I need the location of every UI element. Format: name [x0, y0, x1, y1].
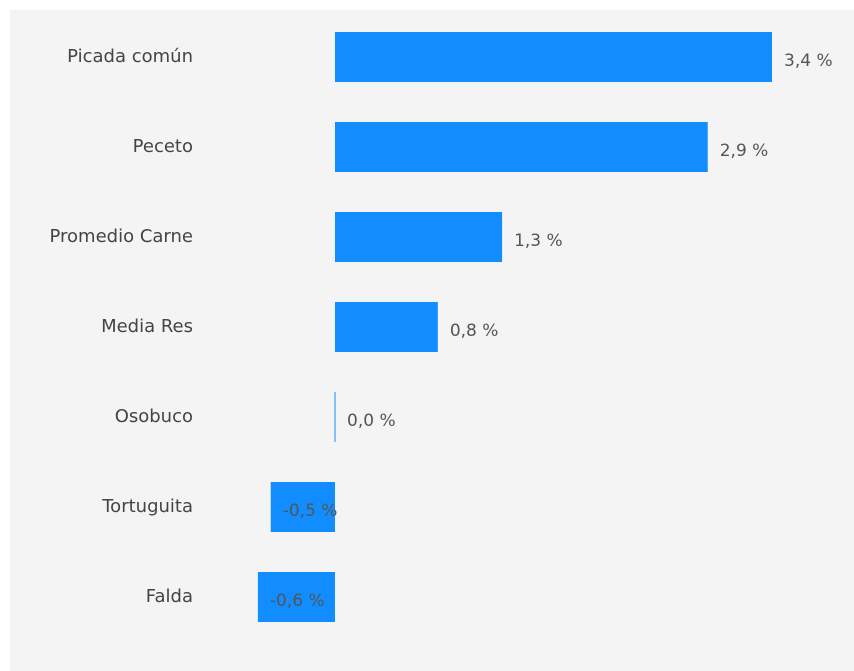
category-label: Falda	[146, 586, 193, 607]
bar	[335, 212, 503, 262]
bar	[335, 32, 772, 82]
bar	[334, 392, 336, 442]
data-label: -0,5 %	[283, 501, 338, 521]
data-label: -0,6 %	[270, 591, 325, 611]
data-label: 0,0 %	[347, 411, 396, 431]
bar	[270, 482, 335, 532]
category-label: Promedio Carne	[50, 226, 194, 247]
data-label: 2,9 %	[720, 141, 769, 161]
category-label: Tortuguita	[101, 496, 193, 517]
data-label: 1,3 %	[514, 231, 563, 251]
category-label: Media Res	[101, 316, 193, 337]
category-label: Peceto	[133, 136, 193, 157]
category-label: Picada común	[67, 46, 193, 67]
category-label: Osobuco	[115, 406, 193, 427]
data-label: 0,8 %	[450, 321, 499, 341]
bar	[257, 572, 335, 622]
data-label: 3,4 %	[784, 51, 833, 71]
bar	[335, 302, 438, 352]
bar	[335, 122, 708, 172]
